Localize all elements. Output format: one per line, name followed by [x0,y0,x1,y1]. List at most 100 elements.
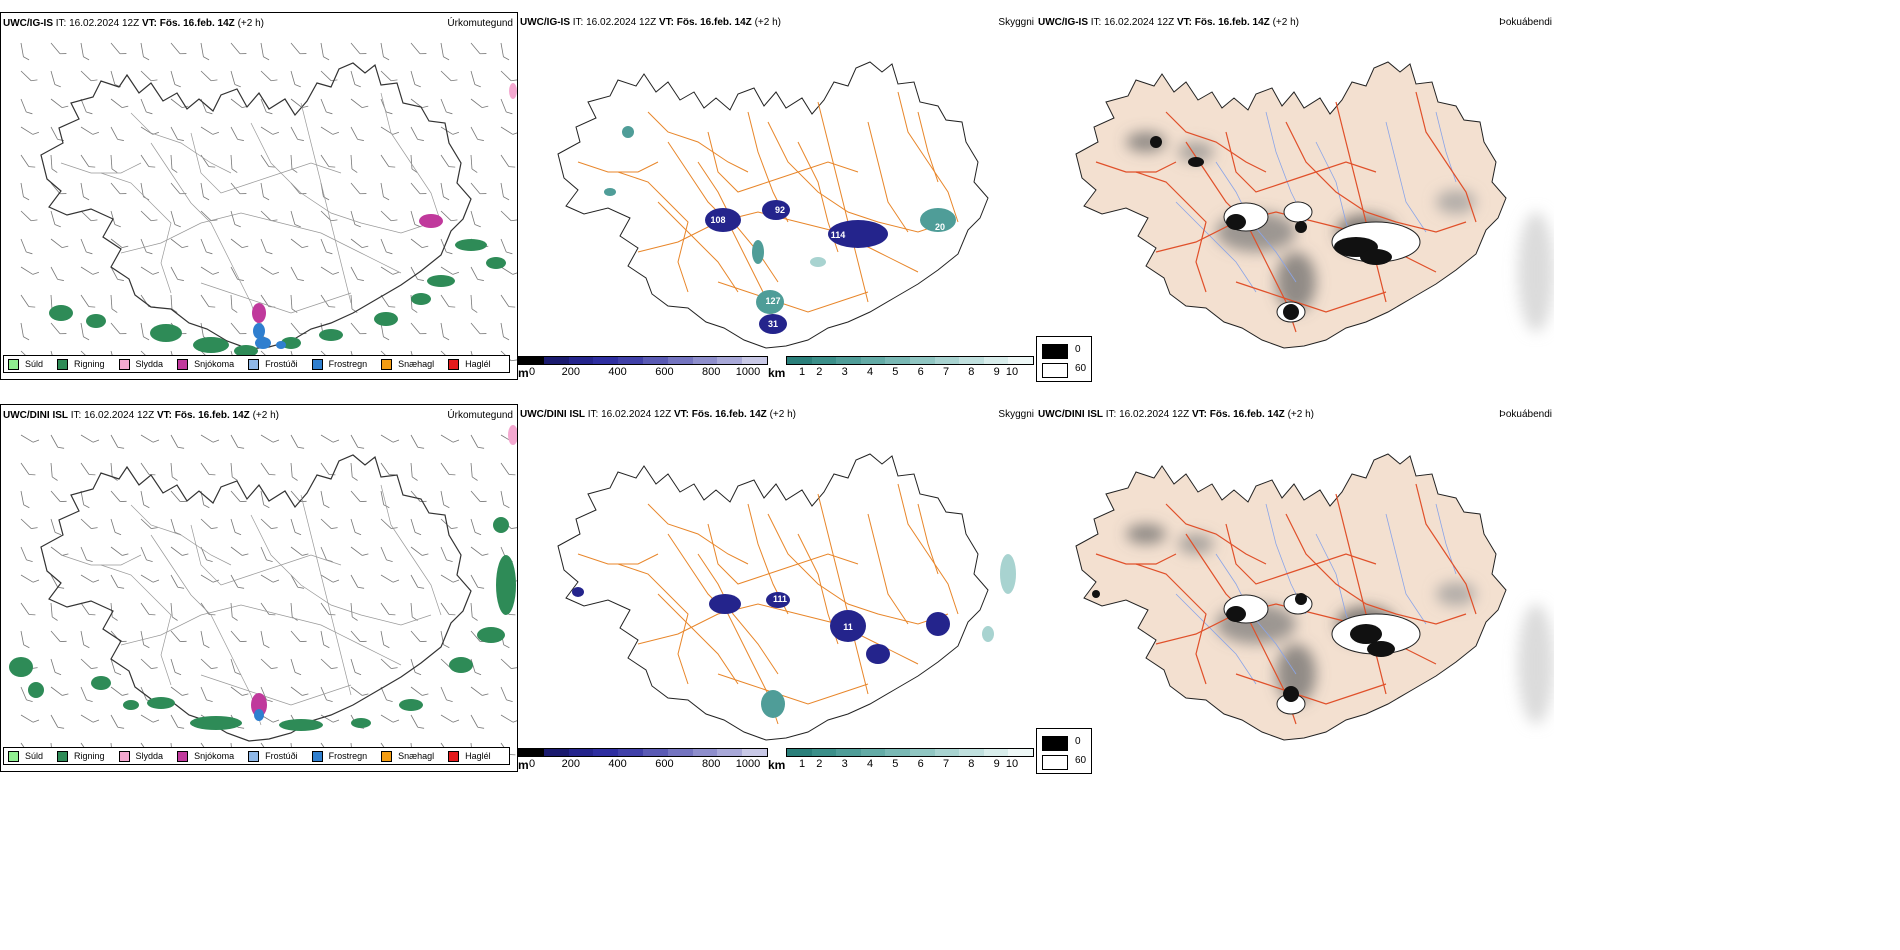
ceiling-visibility-panel-dini: UWC/DINI ISL IT: 16.02.2024 12Z VT: Fös.… [518,404,1036,772]
wind-barb [230,658,242,676]
road [120,212,402,274]
ceiling-value-label: 111 [773,594,787,604]
wind-barb [110,98,129,109]
road [647,503,749,565]
precip-area [508,425,517,445]
wind-barb [470,154,478,173]
wind-barb [140,154,156,168]
fog-shade [1436,582,1476,606]
wind-barb [260,154,276,168]
wind-barb [500,322,510,341]
precip-area [419,214,443,228]
wind-barb [350,70,361,88]
wind-barb [20,210,38,222]
fog-shade [1178,534,1214,554]
wind-barb [110,266,124,281]
wind-barb [200,70,218,82]
low-ceiling-area [866,644,890,664]
wind-barb [230,546,249,556]
wind-barb [470,42,487,55]
wind-barb [260,602,276,616]
colorbar-segment [885,357,910,364]
wind-barb [380,294,396,308]
wind-barb [260,686,273,703]
wind-barb [260,518,278,529]
wind-barb [140,518,158,529]
legend-swatch [8,750,19,762]
wind-barb [380,658,398,669]
road [120,604,402,666]
wind-barb [290,574,305,589]
road [697,553,779,675]
colorbar-segment [909,357,935,364]
precip-area [399,699,423,711]
legend-swatch [177,358,189,370]
colorbar-segment [934,357,960,364]
wind-barb [320,490,330,509]
wind-barb [50,714,65,729]
wind-barb [20,154,36,168]
wind-barb [170,266,184,281]
wind-barb [500,126,517,135]
colorbar-segment [742,357,767,364]
legend-swatch [248,358,260,370]
wind-barb [380,490,390,509]
panel-title: UWC/DINI ISL IT: 16.02.2024 12Z VT: Fös.… [3,410,279,421]
wind-barb [50,574,65,589]
colorbar-tick-label: 4 [866,366,874,378]
wind-barb [230,154,238,173]
wind-barb [410,602,418,621]
wind-barb [80,462,96,476]
legend-item: Haglél [448,750,491,762]
precip-type-panel-ig-is: UWC/IG-IS IT: 16.02.2024 12Z VT: Fös. 16… [0,12,518,380]
wind-barb [350,462,358,481]
legend-swatch [448,750,460,762]
wind-barb [350,658,362,676]
colorbar-tick-label: 9 [993,758,1000,770]
road [1335,101,1387,303]
wind-barb [260,546,273,563]
wind-barb [440,98,453,115]
road [1235,673,1387,705]
wind-barb [320,546,333,563]
wind-barb [350,238,369,249]
wind-barb [470,658,482,676]
wind-barb [170,42,187,55]
legend-swatch [311,358,323,370]
wind-barb [140,602,156,616]
precip-area [147,697,175,709]
wind-barb [350,322,367,335]
road [1335,493,1387,695]
panel-name: Úrkomutegund [447,410,513,421]
colorbar-segment [983,749,1009,756]
wind-barb [260,98,273,115]
precip-area [374,312,398,326]
iceland-precip-map [9,425,517,761]
wind-barb [500,98,513,115]
ceiling-unit: m [518,758,529,772]
wind-barb [350,126,364,141]
precip-type-panel-dini: UWC/DINI ISL IT: 16.02.2024 12Z VT: Fös.… [0,404,518,772]
wind-barb [110,154,118,173]
wind-barb [260,462,276,476]
wind-barb [50,518,62,536]
wind-barb [440,182,450,201]
wind-barb [230,462,238,481]
low-ceiling-area [828,220,888,248]
wind-barb [140,182,150,201]
precip-area [254,709,264,721]
fog-index-legend-top: 0 60 [1036,336,1092,382]
wind-barb [80,686,93,703]
wind-barb [440,686,453,703]
wind-barb [20,602,36,616]
river [1175,593,1257,685]
river [1385,121,1427,233]
wind-barb [230,42,247,55]
colorbar-tick-label: 200 [561,758,580,770]
wind-barb [20,434,40,443]
low-ceiling-area [752,240,764,264]
wind-barb [50,238,69,249]
dense-fog-area [1360,249,1392,265]
wind-barb [200,658,218,669]
colorbar-segment [983,357,1009,364]
